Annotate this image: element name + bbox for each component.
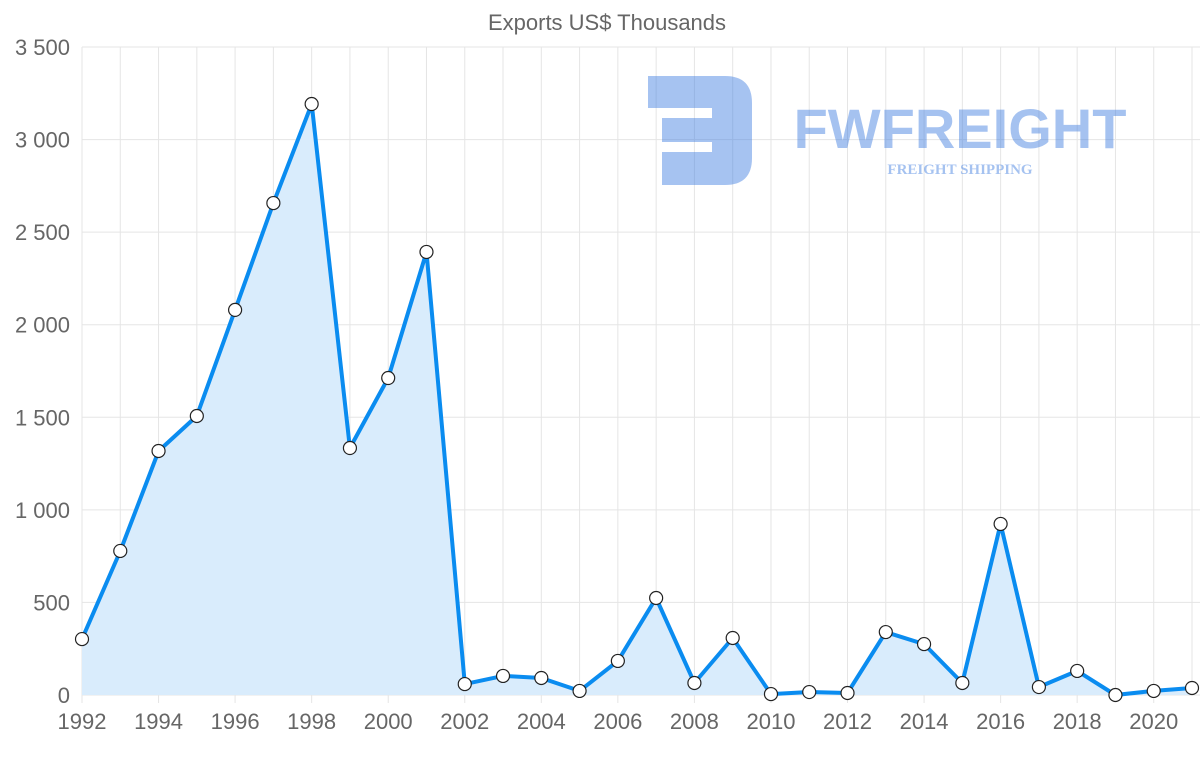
data-point bbox=[381, 370, 396, 386]
data-point bbox=[74, 631, 90, 647]
x-tick-label: 2014 bbox=[900, 709, 949, 734]
x-tick-label: 2016 bbox=[976, 709, 1025, 734]
data-point bbox=[151, 443, 166, 459]
y-tick-label: 1 500 bbox=[15, 405, 70, 430]
x-tick-label: 1996 bbox=[211, 709, 260, 734]
x-tick-label: 2018 bbox=[1053, 709, 1102, 734]
data-point bbox=[878, 624, 893, 640]
data-point bbox=[1108, 687, 1123, 703]
x-tick-label: 2002 bbox=[440, 709, 489, 734]
data-point bbox=[495, 668, 511, 684]
data-point bbox=[916, 636, 932, 652]
data-point bbox=[1031, 679, 1046, 695]
data-point bbox=[266, 195, 281, 211]
series-area-fill bbox=[82, 104, 1192, 695]
y-tick-label: 1 000 bbox=[15, 498, 70, 523]
data-points bbox=[74, 96, 1200, 703]
data-point bbox=[342, 440, 358, 456]
y-tick-label: 500 bbox=[33, 590, 70, 615]
fwfreight-logo-watermark: FWFREIGHT FREIGHT SHIPPING bbox=[648, 76, 1126, 185]
data-point bbox=[457, 676, 472, 692]
data-point bbox=[228, 302, 243, 318]
data-point bbox=[1070, 663, 1085, 679]
x-axis: 1992 1994 1996 1998 2000 2002 2004 2006 2008 2010… bbox=[58, 709, 1179, 734]
data-point bbox=[572, 683, 587, 699]
x-tick-label: 1998 bbox=[287, 709, 336, 734]
y-tick-label: 2 500 bbox=[15, 220, 70, 245]
data-point bbox=[763, 686, 779, 702]
data-point bbox=[993, 516, 1008, 532]
x-tick-label: 1992 bbox=[58, 709, 107, 734]
logo-name: FWFREIGHT bbox=[794, 97, 1127, 160]
x-tick-label: 2012 bbox=[823, 709, 872, 734]
data-point bbox=[840, 685, 855, 701]
data-point bbox=[725, 630, 740, 646]
data-point bbox=[687, 675, 702, 691]
logo-tagline: FREIGHT SHIPPING bbox=[887, 162, 1032, 178]
y-axis: 0 500 1 000 1 500 2 000 2 500 3 000 3 500 bbox=[15, 35, 70, 708]
y-tick-label: 0 bbox=[58, 683, 70, 708]
x-tick-label: 2020 bbox=[1129, 709, 1178, 734]
data-point bbox=[955, 675, 970, 691]
data-point bbox=[189, 408, 204, 424]
x-tick-label: 2010 bbox=[746, 709, 795, 734]
data-point bbox=[1146, 683, 1161, 699]
data-point bbox=[610, 653, 625, 669]
x-tick-label: 1994 bbox=[134, 709, 183, 734]
x-tick-label: 2000 bbox=[364, 709, 413, 734]
chart-title: Exports US$ Thousands bbox=[488, 10, 726, 35]
y-tick-label: 3 000 bbox=[15, 128, 70, 153]
series-line bbox=[80, 102, 1193, 697]
data-point bbox=[802, 684, 817, 700]
x-tick-label: 2004 bbox=[517, 709, 566, 734]
y-tick-label: 2 000 bbox=[15, 313, 70, 338]
data-point bbox=[419, 244, 434, 260]
data-point bbox=[534, 670, 549, 686]
data-point bbox=[304, 96, 319, 112]
y-tick-label: 3 500 bbox=[15, 35, 70, 60]
data-point bbox=[113, 543, 128, 559]
x-tick-label: 2006 bbox=[593, 709, 642, 734]
data-point bbox=[1184, 680, 1200, 696]
x-tick-label: 2008 bbox=[670, 709, 719, 734]
data-point bbox=[649, 590, 664, 606]
